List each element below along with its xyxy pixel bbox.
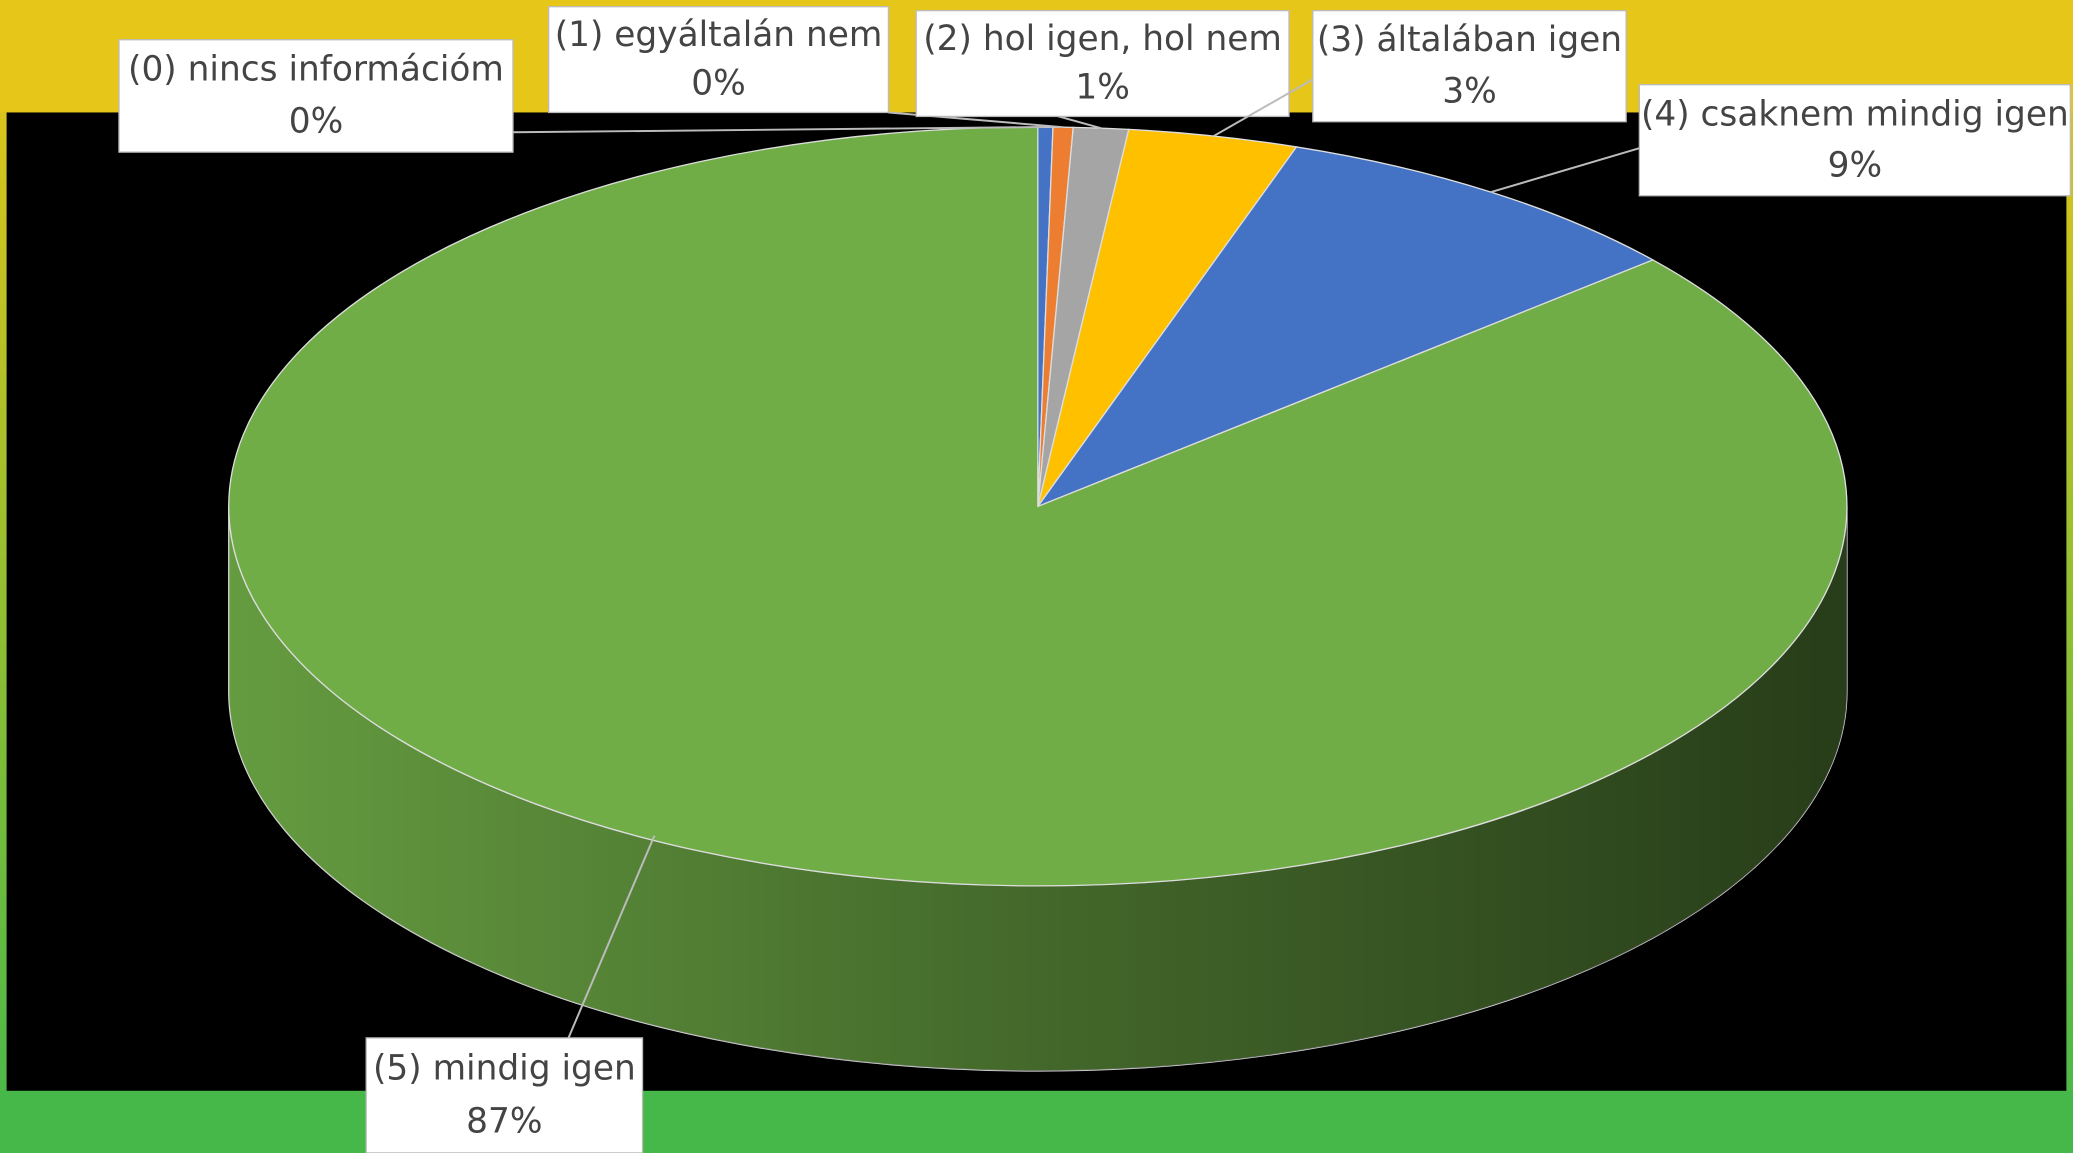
label-box xyxy=(1312,9,1627,123)
slice-label: (4) csaknem mindig igen xyxy=(1641,94,2069,134)
label-box xyxy=(547,6,890,114)
label-box xyxy=(915,9,1290,118)
slice-value-label: 0% xyxy=(691,63,746,103)
bottom-band xyxy=(0,1090,2073,1153)
label-box xyxy=(118,39,514,153)
slice-label: (1) egyáltalán nem xyxy=(555,15,883,55)
label-box xyxy=(365,1037,644,1154)
slice-label: (0) nincs információm xyxy=(128,50,504,90)
leader-line xyxy=(1490,147,1640,194)
slice-value-label: 3% xyxy=(1442,71,1497,111)
slice-label: (2) hol igen, hol nem xyxy=(923,19,1282,59)
pie xyxy=(228,126,1848,1072)
pie-slice xyxy=(1035,146,1655,508)
label-box xyxy=(1638,84,2072,197)
pie-side-shade xyxy=(228,506,1847,1071)
slice-value-label: 87% xyxy=(466,1102,542,1142)
leader-line xyxy=(1213,78,1314,137)
slice-value-label: 9% xyxy=(1828,145,1883,185)
slice-label: (3) általában igen xyxy=(1317,20,1622,60)
labels: (0) nincs információm 0% (1) egyáltalán ne… xyxy=(118,6,2072,1154)
leader-line xyxy=(567,835,656,1039)
pie-slice xyxy=(228,126,1848,887)
slice-label: (5) mindig igen xyxy=(373,1049,636,1089)
leader-line xyxy=(512,126,1046,134)
slice-value-label: 1% xyxy=(1075,67,1130,107)
slice-value-label: 0% xyxy=(289,101,344,141)
